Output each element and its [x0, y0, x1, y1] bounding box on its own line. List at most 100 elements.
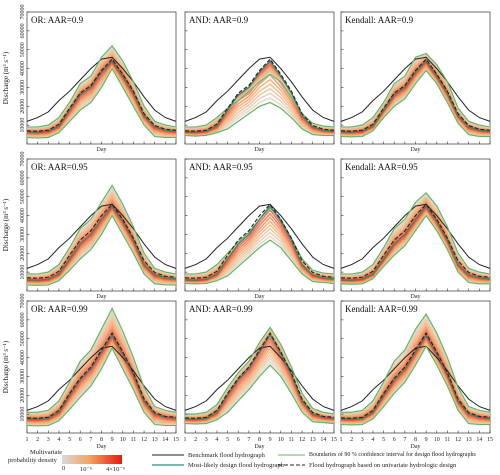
x-tick-label: 4	[57, 437, 60, 443]
x-axis-label: Day	[97, 294, 107, 300]
legend-univariate: Flood hydrograph based on univariate hyd…	[309, 462, 457, 469]
y-tick-label: 70000	[20, 5, 26, 20]
y-tick-label: 60000	[20, 170, 26, 185]
y-tick-label: 40000	[20, 350, 26, 365]
series-most-likely	[184, 60, 335, 133]
series-univariate	[184, 58, 335, 132]
series-lower-90	[26, 67, 176, 139]
x-tick-label: 14	[162, 437, 168, 443]
series-lower-90	[26, 346, 176, 427]
series-most-likely	[26, 205, 177, 281]
panel-9: Kendall: AAR=0.991 2 3 4 5 6 7 8 9 10 11 12 13 14 15Da…	[340, 300, 493, 450]
density-title-line1: Multivariate	[30, 449, 63, 456]
series-upper-90	[27, 307, 177, 413]
x-tick-label: 8	[100, 437, 103, 443]
x-tick-label: 2	[194, 437, 197, 443]
x-tick-label: 15	[173, 437, 179, 443]
x-tick-label: 7	[247, 437, 250, 443]
x-tick-label: 8	[414, 437, 417, 443]
x-tick-label: 7	[403, 437, 406, 443]
panel-3: Kendall: AAR=0.9 Day	[340, 11, 491, 153]
x-tick-label: 5	[68, 437, 71, 443]
series-lower-90	[184, 239, 335, 285]
panel-title: AND: AAR=0.99	[189, 304, 253, 314]
series-lower-90	[184, 101, 334, 137]
y-tick-label: 50000	[20, 331, 26, 346]
panel-title: OR: AAR=0.9	[31, 15, 84, 25]
series-most-likely	[26, 333, 177, 420]
series-lower-90	[340, 345, 490, 426]
x-axis-label: Day	[411, 294, 421, 300]
x-tick-label: 1	[340, 437, 343, 443]
x-tick-label: 15	[487, 437, 493, 443]
y-tick-label: 20000	[20, 246, 26, 261]
x-tick-label: 15	[331, 437, 337, 443]
series-upper-90	[341, 313, 491, 413]
x-tick-label: 3	[361, 437, 364, 443]
series-benchmark	[184, 56, 335, 122]
x-tick-label: 12	[141, 437, 147, 443]
series-most-likely	[340, 60, 491, 133]
series-benchmark	[340, 345, 491, 411]
x-axis-label: Day	[255, 147, 265, 153]
x-tick-label: 13	[310, 437, 316, 443]
x-axis-label: Day	[97, 147, 107, 153]
x-tick-label: 11	[445, 437, 451, 443]
series-benchmark	[26, 345, 177, 411]
x-tick-label: 10	[278, 437, 284, 443]
x-tick-label: 2	[36, 437, 39, 443]
series-univariate	[26, 332, 177, 419]
x-tick-label: 7	[89, 437, 92, 443]
series-benchmark	[26, 56, 177, 122]
panel-1: OR: AAR=0.9 10000 20000 30000 40000 50000 6000…	[2, 5, 177, 153]
series-univariate	[340, 332, 491, 419]
x-tick-label: 9	[111, 437, 114, 443]
series-most-likely	[184, 333, 335, 420]
x-tick-label: 6	[79, 437, 82, 443]
y-tick-label: 50000	[20, 42, 26, 57]
x-tick-label: 12	[455, 437, 461, 443]
series-univariate	[26, 203, 177, 279]
x-tick-label: 14	[476, 437, 482, 443]
series-most-likely	[340, 333, 491, 420]
series-benchmark	[26, 203, 177, 269]
panel-title: OR: AAR=0.95	[31, 162, 88, 172]
y-tick-label: 50000	[20, 189, 26, 204]
series-univariate	[184, 203, 335, 279]
panel-5: AND: AAR=0.95 Day	[184, 158, 335, 300]
x-axis-label: Day	[255, 444, 265, 450]
panel-title: AND: AAR=0.95	[189, 162, 253, 172]
panel-6: Kendall: AAR=0.95 Day	[340, 158, 491, 300]
y-tick-label: 20000	[20, 99, 26, 114]
density-tick-1: 10⁻⁶	[80, 466, 93, 473]
y-tick-label: 40000	[20, 61, 26, 76]
series-lower-90	[184, 364, 335, 425]
series-univariate	[184, 332, 335, 419]
density-tick-2: 4×10⁻⁶	[106, 466, 126, 473]
panel-title: Kendall: AAR=0.99	[345, 304, 418, 314]
density-tick-0: 0	[62, 465, 66, 472]
series-upper-90	[27, 184, 177, 275]
x-tick-label: 1	[26, 437, 29, 443]
legend-benchmark: Benchmark flood hydrograph	[188, 452, 265, 459]
y-axis-label: Discharge (m³ s⁻¹)	[2, 51, 10, 104]
y-axis-label: Discharge (m³ s⁻¹)	[2, 340, 10, 393]
series-benchmark	[340, 56, 491, 122]
series-benchmark	[184, 345, 335, 411]
y-tick-label: 60000	[20, 312, 26, 327]
series-lower-90	[340, 214, 490, 285]
y-tick-label: 70000	[20, 294, 26, 309]
panel-7: OR: AAR=0.991 2 3 4 5 6 7 8 9 10 11 12 13 14 151000020…	[2, 294, 179, 451]
x-tick-label: 5	[226, 437, 229, 443]
panel-2: AND: AAR=0.9 Day	[184, 11, 335, 153]
panel-title: OR: AAR=0.99	[31, 304, 88, 314]
x-tick-label: 5	[382, 437, 385, 443]
series-upper-90	[185, 326, 335, 415]
series-upper-90	[185, 73, 335, 128]
x-axis-label: Day	[97, 444, 107, 450]
x-tick-label: 3	[47, 437, 50, 443]
y-tick-label: 30000	[20, 80, 26, 95]
panel-title: Kendall: AAR=0.9	[345, 15, 414, 25]
